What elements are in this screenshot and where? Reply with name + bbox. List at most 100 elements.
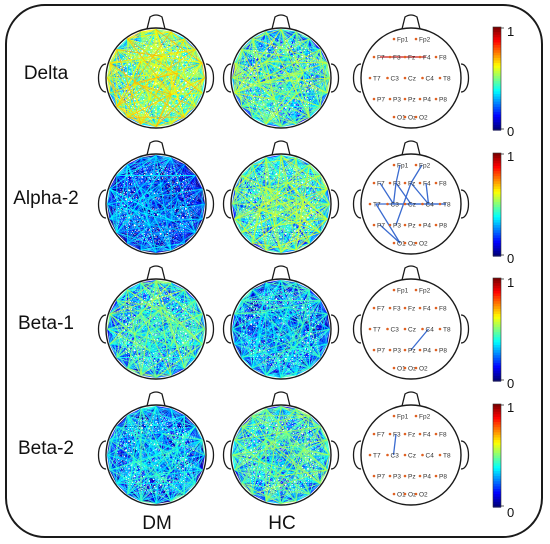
connection-line xyxy=(280,188,328,253)
connection-line xyxy=(241,426,282,504)
electrode-dot xyxy=(414,37,418,41)
electrode-label: F3 xyxy=(393,306,401,313)
electrode-label: F8 xyxy=(439,181,447,188)
connection-line xyxy=(116,232,185,244)
connection-line xyxy=(127,155,157,244)
connection-line xyxy=(241,300,328,315)
colorbar-segment xyxy=(493,204,501,208)
connection-line xyxy=(241,300,304,325)
connection-line xyxy=(265,408,288,434)
connection-line xyxy=(109,343,172,376)
electrode-map-row-1: Fp1 Fp2 F7 F3 Fz F4 F8 T7 C3 Cz C4 T8 P7 P3 Pz P4 P8 O1 Oz… xyxy=(352,140,470,255)
connection-line xyxy=(140,31,205,79)
connection-line xyxy=(127,38,196,50)
connection-line xyxy=(170,469,203,502)
electrode-label: P8 xyxy=(439,223,447,230)
connection-line xyxy=(127,312,142,369)
connection-line xyxy=(302,439,328,451)
connection-line xyxy=(155,280,185,369)
connection-line xyxy=(252,38,297,125)
connection-line xyxy=(280,406,297,472)
colorbar-segment xyxy=(493,173,501,177)
connection-line xyxy=(232,454,275,477)
connection-line xyxy=(319,454,330,484)
connection-line xyxy=(265,282,304,325)
connection-line xyxy=(116,426,128,495)
connection-line xyxy=(116,406,157,427)
connection-line xyxy=(127,343,203,369)
colorbar-segment xyxy=(493,422,501,426)
connection-line xyxy=(232,328,267,376)
connection-line xyxy=(280,106,321,127)
significant-connection xyxy=(395,164,401,184)
network-hc-row-2 xyxy=(222,265,340,380)
connection-line xyxy=(149,476,196,484)
connection-line xyxy=(295,31,321,107)
right-ear xyxy=(330,314,340,344)
connection-line xyxy=(127,242,142,251)
electrode-label: O2 xyxy=(419,366,428,373)
connection-line xyxy=(170,77,205,125)
connection-line xyxy=(109,62,142,125)
connection-line xyxy=(232,454,297,472)
connection-line xyxy=(116,61,142,107)
connection-line xyxy=(170,323,179,346)
colorbar-segment xyxy=(493,432,501,436)
colorbar-segment xyxy=(493,414,501,418)
connection-line xyxy=(140,31,203,64)
connection-line xyxy=(148,155,157,226)
connection-line xyxy=(140,439,203,502)
connection-line xyxy=(241,164,310,176)
head-outline xyxy=(230,278,332,380)
head-outline xyxy=(230,153,332,255)
connection-line xyxy=(265,61,275,100)
right-ear xyxy=(330,63,340,93)
colorbar-max-label-delta: 1 xyxy=(507,24,515,39)
right-ear xyxy=(460,440,470,470)
colorbar-segment xyxy=(493,404,501,408)
connection-line xyxy=(116,49,142,125)
connection-line xyxy=(274,225,310,244)
connection-line xyxy=(109,313,135,335)
colorbar-segment xyxy=(493,52,501,56)
colorbar-segment xyxy=(493,501,501,506)
connection-line xyxy=(232,328,282,378)
electrode-dot xyxy=(414,163,418,167)
connection-line xyxy=(127,415,163,434)
colorbar-segment xyxy=(493,375,501,380)
colorbar-segment xyxy=(493,153,501,157)
connection-line xyxy=(232,328,236,345)
connection-line xyxy=(170,203,205,251)
connection-line xyxy=(232,406,282,456)
connection-line xyxy=(107,49,118,79)
connection-line xyxy=(252,415,288,434)
connection-line xyxy=(232,155,282,205)
connection-line xyxy=(241,182,288,233)
connection-line xyxy=(107,29,157,79)
connection-line xyxy=(116,49,163,57)
connection-line xyxy=(109,182,163,220)
electrode-dot xyxy=(438,202,442,206)
colorbar-segment xyxy=(493,207,501,211)
colorbar-segment xyxy=(493,88,501,92)
electrode-dot xyxy=(421,453,424,457)
connection-line xyxy=(107,77,142,125)
colorbar-segment xyxy=(493,324,501,328)
electrode-dot xyxy=(403,432,407,436)
colorbar-segment xyxy=(493,406,501,410)
connection-line xyxy=(127,157,172,166)
connection-line xyxy=(234,218,297,251)
colorbar-segment xyxy=(493,73,501,77)
electrode-dot xyxy=(438,327,442,331)
electrode-dot xyxy=(403,97,407,101)
connection-line xyxy=(295,408,330,456)
connection-line xyxy=(280,29,328,64)
connection-line xyxy=(234,38,310,64)
connection-line xyxy=(140,157,172,188)
colorbar-segment xyxy=(493,463,501,467)
electrode-dot xyxy=(403,492,407,496)
connection-line xyxy=(280,500,297,504)
connection-line xyxy=(170,439,203,502)
connection-line xyxy=(109,307,163,345)
connection-line xyxy=(127,164,196,176)
